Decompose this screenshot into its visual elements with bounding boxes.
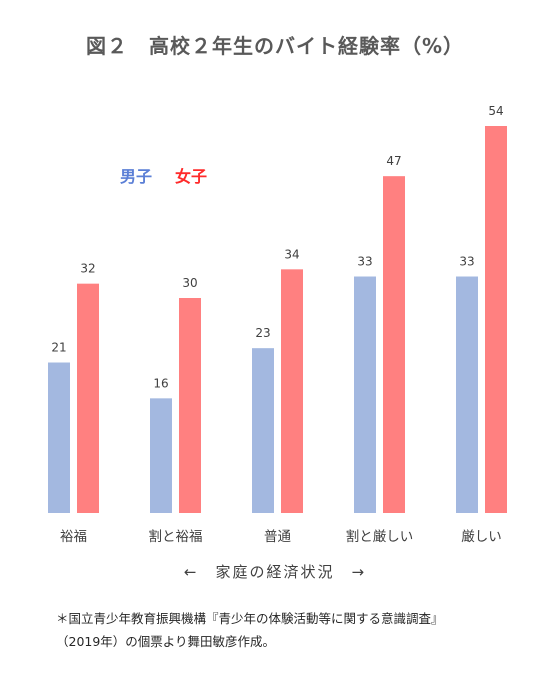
legend: 男子 女子 [120, 167, 207, 186]
bar-male-2 [252, 348, 274, 513]
bar-female-3 [383, 176, 405, 513]
source-note-line-1: ＊国立青少年教育振興機構『青少年の体験活動等に関する意識調査』 [56, 611, 444, 626]
value-labels-group: 21 32 16 30 23 34 33 47 33 54 [51, 104, 503, 390]
category-labels-group: 裕福 割と裕福 普通 割と厳しい 厳しい [60, 528, 502, 545]
value-label-male-1: 16 [153, 376, 168, 390]
value-label-female-4: 54 [488, 104, 503, 118]
value-label-female-0: 32 [80, 262, 95, 276]
value-label-female-2: 34 [284, 247, 299, 261]
bar-chart: 21 32 16 30 23 34 33 47 33 54 裕福 割と裕福 普通 割と厳しい 厳しい 男子… [48, 104, 507, 545]
value-label-male-4: 33 [459, 255, 474, 269]
bar-male-4 [456, 276, 478, 513]
legend-male: 男子 [120, 167, 152, 186]
bar-male-3 [354, 276, 376, 513]
bar-female-0 [77, 283, 99, 513]
category-label-4: 厳しい [461, 529, 502, 545]
category-label-2: 普通 [264, 529, 291, 545]
bars-group [48, 126, 507, 513]
bar-male-1 [150, 398, 172, 513]
legend-female: 女子 [175, 167, 207, 186]
bar-male-0 [48, 362, 70, 513]
value-label-male-3: 33 [357, 255, 372, 269]
bar-female-2 [281, 269, 303, 513]
value-label-male-0: 21 [51, 341, 66, 355]
value-label-female-1: 30 [182, 276, 197, 290]
category-label-3: 割と厳しい [346, 528, 414, 545]
category-label-1: 割と裕福 [149, 528, 203, 545]
x-axis-label: ← 家庭の経済状況 → [183, 563, 367, 581]
bar-female-4 [485, 126, 507, 513]
source-note-line-2: （2019年）の個票より舞田敏彦作成。 [56, 634, 276, 649]
bar-female-1 [179, 298, 201, 513]
value-label-male-2: 23 [255, 326, 270, 340]
category-label-0: 裕福 [60, 529, 87, 545]
value-label-female-3: 47 [386, 154, 401, 168]
chart-title: 図２ 高校２年生のバイト経験率（%） [85, 34, 465, 58]
source-note: ＊国立青少年教育振興機構『青少年の体験活動等に関する意識調査』 （2019年）の… [56, 607, 536, 653]
